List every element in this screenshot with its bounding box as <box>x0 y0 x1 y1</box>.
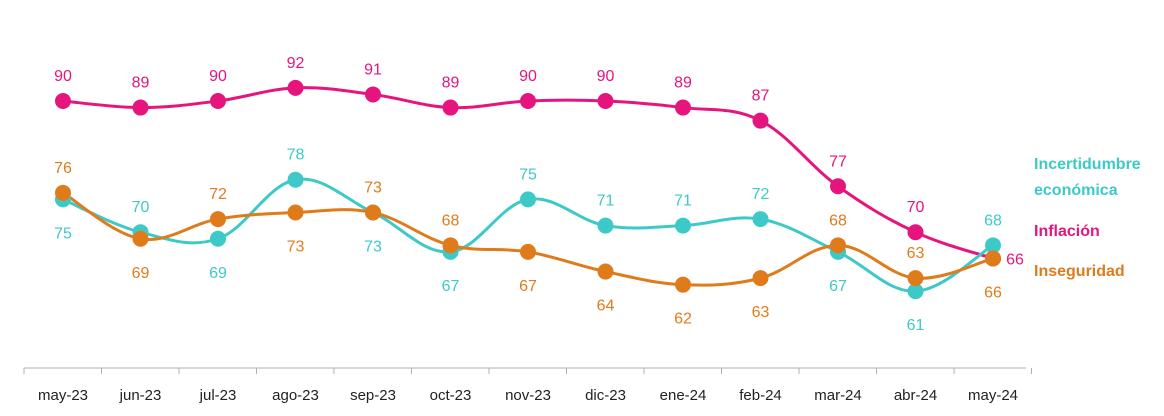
data-label-inflacion-oct-23: 89 <box>442 75 460 92</box>
point-incertidumbre-economica-nov-23 <box>520 191 536 208</box>
data-label-inflacion-jul-23: 90 <box>209 68 227 85</box>
point-incertidumbre-economica-abr-24 <box>907 283 924 300</box>
data-label-inflacion-jun-23: 89 <box>132 75 150 92</box>
x-tick-label-jul-23: jul-23 <box>199 387 237 404</box>
x-tick-label-may-23: may-23 <box>38 387 88 404</box>
data-labels: 90 89 90 92 91 89 90 90 89 87 77 70 66 75 70 69 78 73 67 75… <box>54 55 1024 334</box>
point-inflacion-sep-23 <box>365 86 381 103</box>
point-inseguridad-ago-23 <box>287 204 304 221</box>
data-label-incertidumbre-economica-abr-24: 61 <box>907 317 925 334</box>
point-inseguridad-dic-23 <box>597 263 614 280</box>
point-inflacion-jun-23 <box>132 99 149 116</box>
point-inflacion-nov-23 <box>520 93 536 109</box>
point-inflacion-feb-24 <box>752 112 769 129</box>
data-label-inseguridad-abr-24: 63 <box>907 245 925 262</box>
data-label-incertidumbre-economica-may-24: 68 <box>984 212 1002 229</box>
point-inseguridad-feb-24 <box>752 270 769 287</box>
data-label-incertidumbre-economica-feb-24: 72 <box>752 186 770 203</box>
point-inseguridad-abr-24 <box>907 270 924 287</box>
point-inflacion-ago-23 <box>287 79 304 96</box>
data-label-inseguridad-sep-23: 73 <box>364 180 382 197</box>
data-label-incertidumbre-economica-nov-23: 75 <box>519 166 537 183</box>
series-points <box>55 79 1001 300</box>
x-tick-label-ene-24: ene-24 <box>660 387 707 404</box>
point-incertidumbre-economica-may-24 <box>985 237 1001 254</box>
data-label-inflacion-feb-24: 87 <box>752 88 770 105</box>
data-label-inflacion-may-24: 66 <box>1006 251 1024 268</box>
x-tick-label-feb-24: feb-24 <box>739 387 782 404</box>
data-label-inseguridad-ene-24: 62 <box>674 311 692 328</box>
x-tick-label-jun-23: jun-23 <box>119 387 162 404</box>
x-tick-label-abr-24: abr-24 <box>894 387 937 404</box>
data-label-inflacion-ago-23: 92 <box>287 55 305 72</box>
data-label-inseguridad-oct-23: 68 <box>442 212 460 229</box>
x-tick-label-sep-23: sep-23 <box>350 387 396 404</box>
point-inseguridad-nov-23 <box>520 243 536 260</box>
legend: Inflación Incertidumbre económica Insegurid… <box>1034 156 1141 280</box>
data-label-incertidumbre-economica-mar-24: 67 <box>829 278 847 295</box>
point-incertidumbre-economica-jul-23 <box>210 230 226 247</box>
point-inseguridad-mar-24 <box>830 237 846 254</box>
data-label-inflacion-dic-23: 90 <box>597 68 615 85</box>
point-inseguridad-ene-24 <box>675 276 691 293</box>
data-label-incertidumbre-economica-jul-23: 69 <box>209 265 227 282</box>
point-inseguridad-jun-23 <box>132 230 149 247</box>
x-tick-label-nov-23: nov-23 <box>505 387 551 404</box>
point-inflacion-oct-23 <box>442 99 459 116</box>
data-label-inseguridad-feb-24: 63 <box>752 304 770 321</box>
data-label-inseguridad-mar-24: 68 <box>829 212 847 229</box>
legend-incertidumbre-economica-line-1: Incertidumbre <box>1034 156 1141 173</box>
point-inflacion-ene-24 <box>675 99 691 116</box>
x-tick-label-may-24: may-24 <box>968 387 1018 404</box>
point-incertidumbre-economica-dic-23 <box>597 217 614 234</box>
x-tick-label-ago-23: ago-23 <box>272 387 319 404</box>
data-label-inseguridad-may-23: 76 <box>54 160 72 177</box>
data-label-incertidumbre-economica-sep-23: 73 <box>364 239 382 256</box>
legend-inseguridad: Inseguridad <box>1034 263 1125 280</box>
data-label-incertidumbre-economica-ago-23: 78 <box>287 147 305 164</box>
legend-inflacion: Inflación <box>1034 223 1100 240</box>
x-tick-label-dic-23: dic-23 <box>585 387 626 404</box>
x-tick-label-oct-23: oct-23 <box>430 387 472 404</box>
legend-incertidumbre-economica-line-2: económica <box>1034 182 1118 199</box>
data-label-inseguridad-nov-23: 67 <box>519 278 537 295</box>
point-inseguridad-may-23 <box>55 184 71 201</box>
data-label-inflacion-ene-24: 89 <box>674 75 692 92</box>
point-incertidumbre-economica-ene-24 <box>675 217 691 234</box>
data-label-inflacion-may-23: 90 <box>54 68 72 85</box>
point-incertidumbre-economica-feb-24 <box>752 211 769 228</box>
data-label-inseguridad-ago-23: 73 <box>287 239 305 256</box>
point-inseguridad-oct-23 <box>442 237 459 254</box>
point-inflacion-jul-23 <box>210 93 226 109</box>
data-label-incertidumbre-economica-dic-23: 71 <box>597 193 615 210</box>
point-inflacion-may-23 <box>55 93 71 109</box>
x-tick-label-mar-24: mar-24 <box>814 387 862 404</box>
data-label-incertidumbre-economica-jun-23: 70 <box>132 199 150 216</box>
data-label-inflacion-sep-23: 91 <box>364 61 382 78</box>
data-label-inflacion-mar-24: 77 <box>829 153 847 170</box>
point-inseguridad-may-24 <box>985 250 1001 267</box>
point-inseguridad-sep-23 <box>365 204 381 221</box>
data-label-inseguridad-jun-23: 69 <box>132 265 150 282</box>
data-label-inseguridad-may-24: 66 <box>984 284 1002 301</box>
data-label-incertidumbre-economica-may-23: 75 <box>54 225 72 242</box>
point-inflacion-dic-23 <box>597 93 614 109</box>
data-label-inseguridad-dic-23: 64 <box>597 298 615 315</box>
data-label-inseguridad-jul-23: 72 <box>209 186 227 203</box>
point-inseguridad-jul-23 <box>210 211 226 228</box>
data-label-inflacion-nov-23: 90 <box>519 68 537 85</box>
point-inflacion-abr-24 <box>907 224 924 241</box>
series-lines <box>62 86 994 293</box>
data-label-incertidumbre-economica-oct-23: 67 <box>442 278 460 295</box>
point-inflacion-mar-24 <box>830 178 846 195</box>
x-axis-ticks: may-23 jun-23 jul-23 ago-23 sep-23 oct-23 nov-… <box>23 368 1032 404</box>
data-label-inflacion-abr-24: 70 <box>907 199 925 216</box>
point-incertidumbre-economica-ago-23 <box>287 171 304 188</box>
data-label-incertidumbre-economica-ene-24: 71 <box>674 193 692 210</box>
